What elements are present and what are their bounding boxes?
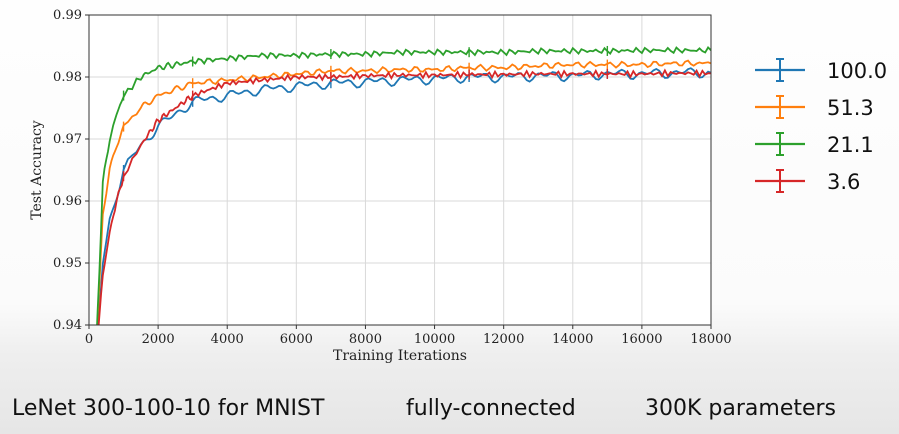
x-axis-label: Training Iterations [333, 348, 467, 364]
series-group [96, 45, 711, 325]
x-tick-label: 2000 [142, 332, 175, 347]
caption-type: fully-connected [406, 396, 576, 421]
x-tick-label: 18000 [690, 332, 731, 347]
caption-bar: LeNet 300-100-10 for MNIST fully-connect… [0, 384, 899, 434]
y-tick-label: 0.95 [53, 256, 82, 271]
caption-model: LeNet 300-100-10 for MNIST [12, 396, 325, 421]
series-line-21.1 [96, 46, 711, 325]
plot-frame [88, 14, 712, 326]
y-tick-label: 0.94 [53, 318, 82, 333]
x-tick-label: 4000 [211, 332, 244, 347]
legend-label-3.6: 3.6 [827, 170, 860, 194]
series-line-51.3 [96, 59, 711, 325]
accuracy-line-chart: 0 2000 4000 6000 8000 10000 12000 14000 16000 180… [29, 8, 887, 364]
legend-label-51.3: 51.3 [827, 96, 874, 120]
x-tick-label: 16000 [621, 332, 662, 347]
legend-label-21.1: 21.1 [827, 133, 874, 157]
x-tick-label: 14000 [552, 332, 593, 347]
series-line-100.0 [97, 67, 711, 325]
x-tick-label: 6000 [280, 332, 313, 347]
plot-area [89, 15, 711, 325]
caption-params: 300K parameters [645, 396, 837, 421]
x-tick-label: 10000 [414, 332, 455, 347]
y-tick-label: 0.97 [53, 132, 82, 147]
y-axis-label: Test Accuracy [29, 120, 45, 219]
series-line-3.6 [97, 68, 711, 325]
y-tick-label: 0.96 [53, 194, 82, 209]
x-tick-label: 0 [85, 332, 93, 347]
x-tick-label: 12000 [483, 332, 524, 347]
y-tick-label: 0.98 [53, 70, 82, 85]
x-tick-label: 8000 [349, 332, 382, 347]
legend-label-100.0: 100.0 [827, 59, 887, 83]
y-tick-label: 0.99 [53, 8, 82, 23]
